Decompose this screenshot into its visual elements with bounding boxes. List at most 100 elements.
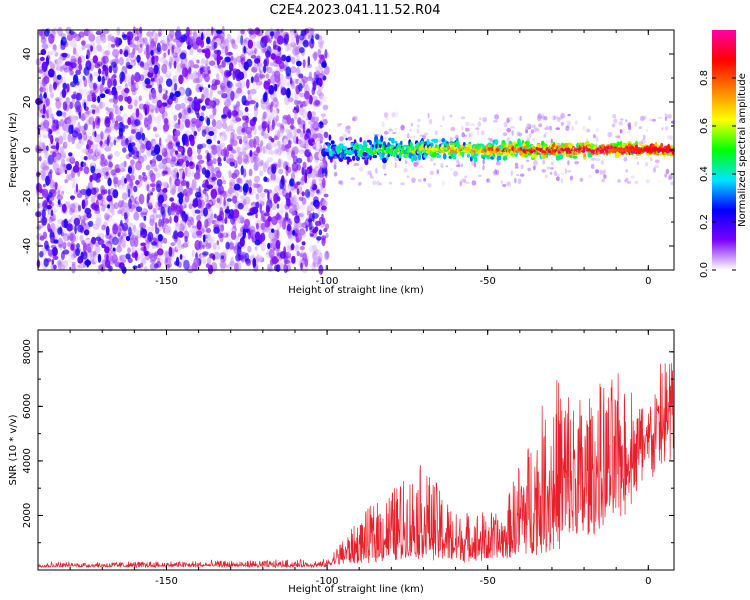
- noise-blob: [254, 57, 261, 64]
- noise-cell: [259, 192, 266, 199]
- noise-cell: [315, 66, 322, 72]
- band-cell: [572, 155, 578, 159]
- noise-cell: [231, 149, 237, 154]
- noise-cell: [48, 217, 53, 224]
- noise-blob: [269, 31, 275, 37]
- noise-blob: [157, 200, 163, 208]
- noise-blob: [275, 258, 280, 263]
- noise-cell: [264, 160, 269, 169]
- noise-cell: [318, 178, 323, 186]
- noise-blob: [274, 213, 282, 221]
- band-halo: [601, 178, 605, 183]
- noise-cell: [294, 46, 301, 55]
- band-halo: [315, 165, 319, 169]
- noise-blob: [244, 252, 250, 262]
- noise-cell: [169, 176, 173, 185]
- noise-blob: [167, 98, 173, 105]
- noise-cell: [139, 180, 145, 189]
- noise-cell: [267, 141, 272, 149]
- noise-cell: [101, 205, 106, 212]
- noise-blob: [115, 168, 121, 173]
- noise-blob: [150, 191, 153, 196]
- noise-cell: [78, 82, 84, 90]
- noise-blob: [211, 148, 218, 155]
- band-halo: [475, 127, 480, 130]
- band-halo: [473, 162, 477, 168]
- noise-cell: [279, 125, 285, 134]
- band-halo: [464, 134, 468, 137]
- noise-cell: [279, 123, 285, 131]
- noise-blob: [247, 229, 251, 240]
- noise-cell: [254, 175, 260, 183]
- noise-cell: [162, 93, 168, 100]
- band-halo: [495, 169, 500, 176]
- noise-cell: [205, 59, 209, 66]
- noise-blob: [56, 123, 60, 130]
- noise-cell: [80, 155, 84, 161]
- band-halo: [350, 177, 356, 181]
- noise-blob: [266, 45, 272, 56]
- noise-cell: [191, 207, 196, 217]
- noise-blob: [167, 48, 170, 56]
- noise-cell: [116, 26, 121, 36]
- noise-blob: [135, 27, 139, 35]
- noise-blob: [302, 123, 306, 134]
- noise-cell: [69, 203, 76, 213]
- band-halo: [482, 117, 488, 123]
- noise-blob: [146, 184, 150, 192]
- band-halo: [338, 180, 342, 185]
- band-halo: [564, 168, 567, 175]
- band-halo: [315, 170, 318, 174]
- noise-cell: [104, 50, 111, 56]
- band-halo: [403, 168, 408, 173]
- band-halo: [434, 130, 438, 136]
- noise-blob: [112, 236, 119, 246]
- noise-cell: [214, 125, 218, 135]
- band-halo: [461, 125, 464, 131]
- band-halo: [661, 127, 664, 131]
- noise-cell: [229, 260, 235, 266]
- noise-blob: [183, 259, 190, 270]
- noise-blob: [64, 169, 68, 175]
- noise-blob: [155, 180, 162, 188]
- noise-cell: [318, 134, 324, 140]
- noise-blob: [305, 128, 312, 139]
- noise-cell: [133, 237, 139, 248]
- noise-cell: [194, 145, 198, 153]
- band-halo: [541, 169, 547, 173]
- band-halo: [544, 131, 549, 135]
- noise-cell: [262, 146, 266, 154]
- noise-blob: [256, 146, 261, 154]
- noise-cell: [215, 119, 223, 130]
- noise-cell: [228, 130, 234, 136]
- noise-blob: [221, 60, 226, 68]
- noise-blob: [246, 79, 250, 89]
- noise-blob: [127, 257, 133, 263]
- noise-blob: [272, 163, 277, 168]
- noise-blob: [119, 77, 123, 85]
- noise-blob: [138, 193, 145, 205]
- noise-cell: [71, 181, 76, 189]
- band-halo: [579, 177, 584, 182]
- noise-cell: [50, 263, 54, 270]
- noise-cell: [296, 100, 302, 105]
- noise-blob: [215, 170, 222, 179]
- noise-blob: [56, 110, 63, 117]
- noise-blob: [301, 166, 305, 176]
- noise-blob: [315, 202, 320, 210]
- noise-cell: [177, 185, 184, 193]
- noise-blob: [168, 246, 173, 257]
- band-cell: [433, 151, 437, 156]
- noise-blob: [309, 95, 313, 105]
- noise-cell: [109, 126, 115, 132]
- noise-blob: [48, 73, 54, 77]
- noise-cell: [52, 162, 60, 172]
- noise-cell: [226, 264, 233, 269]
- noise-blob: [156, 154, 163, 162]
- noise-cell: [213, 133, 217, 142]
- noise-blob: [92, 120, 96, 130]
- band-halo: [382, 163, 387, 170]
- noise-blob: [296, 136, 299, 144]
- noise-cell: [72, 47, 77, 55]
- noise-blob: [55, 141, 60, 151]
